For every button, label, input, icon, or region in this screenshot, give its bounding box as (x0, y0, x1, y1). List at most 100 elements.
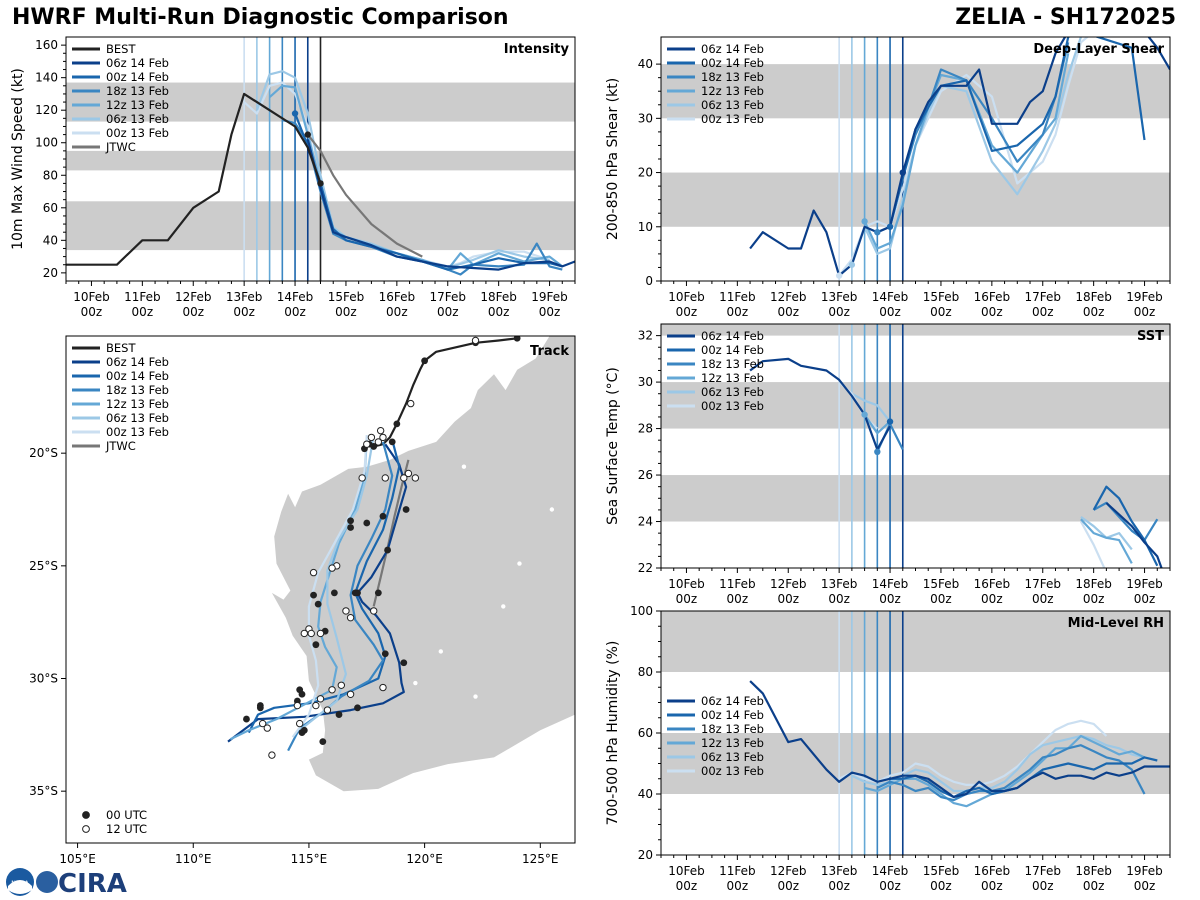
cira-globe-icon (36, 871, 58, 893)
rh-xtick-date: 12Feb (770, 864, 807, 878)
shear-title: Deep-Layer Shear (1033, 42, 1164, 57)
track-12utc-marker (358, 474, 366, 482)
track-12utc-marker (346, 613, 355, 622)
track-00utc-marker (319, 738, 327, 745)
intensity-legend-label: 18z 13 Feb (106, 84, 169, 98)
shear-series-line (838, 37, 1090, 277)
intensity-xtick-hour: 00z (335, 305, 357, 319)
shear-xtick-date: 15Feb (923, 290, 960, 304)
rh-xtick-date: 16Feb (974, 864, 1011, 878)
track-marker-legend-symbol (82, 811, 90, 819)
sst-series-line (1079, 520, 1106, 568)
track-12utc-marker (268, 751, 276, 759)
track-12utc-marker (295, 719, 304, 728)
sst-ytick-label: 30 (638, 375, 653, 389)
track-00utc-marker (335, 711, 343, 718)
track-12utc-marker (323, 706, 332, 714)
shear-xtick-hour: 00z (676, 305, 698, 319)
track-marker-legend-symbol (82, 825, 90, 833)
track-12utc-marker (407, 399, 415, 408)
intensity-ytick-label: 20 (43, 266, 58, 280)
intensity-xtick-hour: 00z (132, 305, 154, 319)
intensity-xtick-date: 18Feb (480, 290, 517, 304)
shear-legend-label: 00z 13 Feb (701, 112, 764, 126)
shear-xtick-date: 11Feb (719, 290, 756, 304)
shear-init-marker (874, 229, 881, 236)
sst-series-line (1080, 518, 1133, 564)
rh-ylabel: 700-500 hPa Humidity (%) (605, 641, 621, 826)
shear-init-marker (848, 261, 856, 268)
track-12utc-marker (404, 469, 413, 478)
sst-xtick-hour: 00z (1032, 592, 1054, 606)
track-00utc-marker (381, 650, 389, 658)
inland-lake (517, 561, 522, 566)
track-legend-label: 06z 13 Feb (106, 411, 169, 425)
sst-ytick-label: 26 (638, 468, 653, 482)
intensity-ytick-label: 120 (35, 103, 58, 117)
inland-lake (461, 464, 467, 469)
shear-ylabel: 200-850 hPa Shear (kt) (605, 78, 621, 240)
intensity-xtick-date: 16Feb (379, 290, 416, 304)
track-xtick-label: 110°E (175, 852, 212, 866)
intensity-ytick-label: 140 (35, 71, 58, 85)
track-12utc-marker (363, 440, 371, 448)
track-axes-frame (65, 335, 576, 844)
intensity-ylabel: 10m Max Wind Speed (kt) (10, 68, 26, 250)
track-00utc-marker (513, 336, 521, 342)
track-00utc-marker (393, 420, 401, 428)
track-legend-label: 18z 13 Feb (106, 383, 169, 397)
page-title: HWRF Multi-Run Diagnostic Comparison (12, 5, 509, 30)
intensity-series-line (306, 133, 423, 258)
track-legend-label: 12z 13 Feb (106, 397, 169, 411)
sst-init-marker (886, 418, 894, 425)
rh-xtick-date: 17Feb (1024, 864, 1061, 878)
track-series-line (247, 439, 401, 734)
shear-xtick-hour: 00z (727, 305, 749, 319)
track-ytick-label: 20°S (29, 446, 58, 460)
track-00utc-marker (402, 506, 410, 513)
track-12utc-marker (411, 474, 420, 482)
rh-xtick-date: 11Feb (719, 864, 756, 878)
shear-ytick-label: 0 (645, 274, 653, 288)
shear-ytick-label: 30 (638, 111, 653, 125)
track-00utc-marker (310, 591, 317, 599)
track-00utc-marker (314, 600, 322, 608)
shear-xtick-hour: 00z (777, 305, 799, 319)
sst-ylabel: Sea Surface Temp (°C) (605, 367, 621, 525)
sst-xtick-date: 10Feb (668, 577, 705, 591)
intensity-xtick-hour: 00z (539, 305, 561, 319)
intensity-xtick-hour: 00z (284, 305, 306, 319)
rh-xtick-hour: 00z (1083, 879, 1105, 893)
sst-xtick-hour: 00z (676, 592, 698, 606)
rh-legend-label: 06z 13 Feb (701, 750, 764, 764)
track-00utc-marker (351, 589, 359, 597)
shear-xtick-hour: 00z (981, 305, 1003, 319)
rh-ytick-label: 40 (638, 787, 653, 801)
rh-legend-label: 06z 14 Feb (701, 694, 764, 708)
intensity-series-line (294, 113, 563, 271)
track-ytick-label: 25°S (29, 559, 58, 573)
intensity-title: Intensity (504, 42, 570, 57)
track-series-line (372, 459, 410, 607)
shear-xtick-hour: 00z (1134, 305, 1156, 319)
track-12utc-marker (309, 568, 318, 577)
intensity-ytick-label: 100 (35, 136, 58, 150)
rh-ytick-label: 60 (638, 726, 653, 740)
track-marker-legend-label: 00 UTC (106, 808, 147, 822)
sst-init-marker (874, 448, 881, 456)
intensity-xtick-date: 17Feb (429, 290, 466, 304)
rh-series-line (876, 744, 1146, 802)
sst-legend-label: 06z 13 Feb (701, 385, 764, 399)
track-12utc-marker (379, 433, 387, 442)
shear-legend-label: 00z 14 Feb (701, 56, 764, 70)
track-12utc-marker (258, 719, 267, 728)
rh-legend-label: 00z 13 Feb (701, 764, 764, 778)
shear-init-marker (899, 169, 906, 176)
track-series-line (373, 337, 518, 448)
intensity-xtick-hour: 00z (386, 305, 408, 319)
shear-init-marker (861, 218, 868, 225)
intensity-xtick-date: 12Feb (175, 290, 212, 304)
track-00utc-marker (298, 690, 306, 698)
shear-xtick-date: 18Feb (1075, 290, 1112, 304)
intensity-legend-label: 06z 13 Feb (106, 112, 169, 126)
